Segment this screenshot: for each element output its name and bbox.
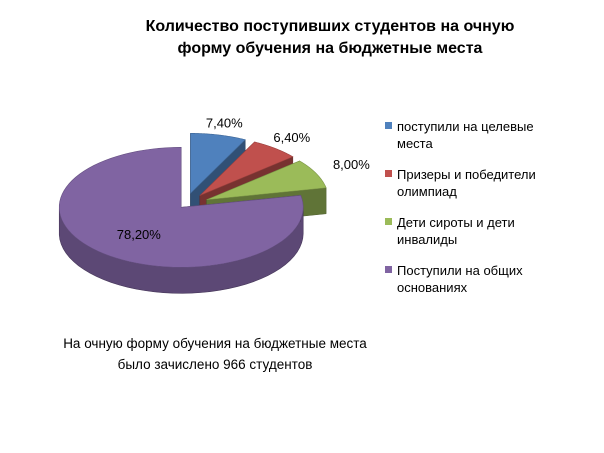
pie-tops — [58, 133, 327, 268]
data-label-targeted: 7,40% — [206, 115, 243, 130]
legend-item-orphans: Дети сироты и дети инвалиды — [385, 214, 585, 248]
legend-swatch-general — [385, 266, 392, 273]
legend-label-general-line-2: основаниях — [397, 280, 468, 295]
chart-title: Количество поступивших студентов на очну… — [120, 16, 540, 60]
legend-swatch-targeted — [385, 122, 392, 129]
enrollment-note-line-1: На очную форму обучения на бюджетные мес… — [63, 336, 367, 351]
legend-item-targeted: поступили на целевые места — [385, 118, 585, 152]
data-label-olympiad: 6,40% — [273, 130, 310, 145]
pie-slice-general — [58, 147, 304, 268]
legend-swatch-orphans — [385, 218, 392, 225]
legend-item-general: Поступили на общих основаниях — [385, 262, 585, 296]
enrollment-note-line-2: было зачислено 966 студентов — [117, 357, 313, 372]
data-label-orphans: 8,00% — [333, 157, 370, 172]
data-label-general: 78,20% — [117, 227, 162, 242]
pie-slice-orphans — [206, 160, 327, 201]
legend-label-olympiad-line-1: Призеры и победители — [397, 167, 536, 182]
legend-swatch-olympiad — [385, 170, 392, 177]
legend-item-olympiad: Призеры и победители олимпиад — [385, 166, 585, 200]
chart-title-line-1: Количество поступивших студентов на очну… — [145, 18, 515, 35]
pie-slice-olympiad — [199, 141, 294, 196]
legend-label-orphans-line-1: Дети сироты и дети — [397, 215, 515, 230]
enrollment-note: На очную форму обучения на бюджетные мес… — [40, 333, 390, 375]
legend-label-targeted-line-1: поступили на целевые — [397, 119, 534, 134]
chart-legend: поступили на целевые места Призеры и поб… — [385, 118, 585, 310]
legend-label-targeted-line-2: места — [397, 136, 433, 151]
legend-label-general-line-1: Поступили на общих — [397, 263, 523, 278]
legend-label-olympiad-line-2: олимпиад — [397, 184, 457, 199]
legend-label-orphans-line-2: инвалиды — [397, 232, 458, 247]
chart-title-line-2: форму обучения на бюджетные места — [177, 40, 483, 57]
pie-data-labels: 7,40% 6,40% 8,00% 78,20% — [117, 115, 371, 242]
pie-slice-targeted — [190, 133, 246, 195]
